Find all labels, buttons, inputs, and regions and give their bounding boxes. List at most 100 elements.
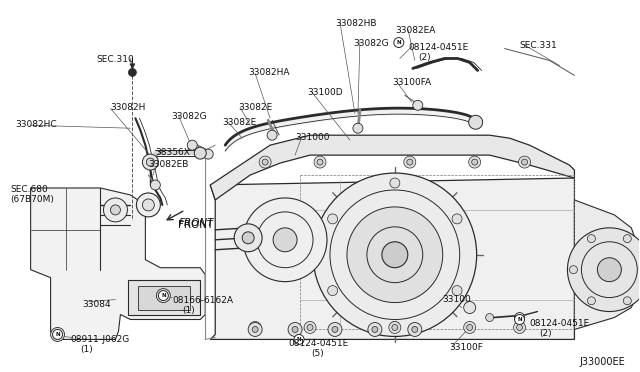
Circle shape [623,235,631,243]
Text: 08124-0451E: 08124-0451E [288,339,348,349]
Circle shape [518,156,531,168]
Text: (5): (5) [312,349,324,358]
Circle shape [273,228,297,252]
Circle shape [267,130,277,140]
Circle shape [292,327,298,333]
Text: 08166-6162A: 08166-6162A [172,296,234,305]
Polygon shape [575,200,637,330]
Circle shape [204,149,213,159]
Circle shape [412,327,418,333]
Text: 33100D: 33100D [307,89,342,97]
Circle shape [515,314,525,324]
Circle shape [588,297,595,305]
Circle shape [472,159,477,165]
Circle shape [243,198,327,282]
Text: 33082HB: 33082HB [335,19,376,28]
Circle shape [623,297,631,305]
Text: 08124-0451E: 08124-0451E [529,320,590,328]
Circle shape [522,159,527,165]
Text: 33100FA: 33100FA [392,78,431,87]
Text: SEC.310: SEC.310 [97,55,134,64]
Circle shape [317,159,323,165]
Circle shape [150,180,161,190]
Circle shape [390,321,400,331]
Circle shape [464,302,476,314]
Polygon shape [31,188,205,339]
Text: 08124-0451E: 08124-0451E [409,42,469,52]
Circle shape [394,38,404,48]
Circle shape [328,214,338,224]
Circle shape [452,214,462,224]
Text: N: N [517,317,522,322]
Circle shape [389,321,401,333]
Circle shape [129,68,136,76]
Circle shape [252,327,258,333]
Circle shape [248,323,262,336]
Circle shape [195,147,206,159]
Circle shape [142,154,158,170]
Circle shape [294,334,304,344]
Circle shape [104,198,127,222]
Circle shape [468,156,481,168]
Circle shape [413,100,423,110]
Circle shape [372,327,378,333]
Text: 33082G: 33082G [353,39,388,48]
Circle shape [262,159,268,165]
Circle shape [188,140,197,150]
Circle shape [54,331,61,337]
Polygon shape [210,135,575,200]
Circle shape [156,289,170,302]
Text: 33084: 33084 [83,299,111,309]
Circle shape [588,235,595,243]
Text: 33082EB: 33082EB [148,160,189,169]
Circle shape [513,321,525,333]
Text: SEC.680: SEC.680 [11,185,49,194]
Circle shape [52,330,63,339]
Text: (2): (2) [540,330,552,339]
Circle shape [242,232,254,244]
Circle shape [404,156,416,168]
Circle shape [142,199,154,211]
Circle shape [464,321,476,333]
Circle shape [259,156,271,168]
Text: (1): (1) [182,305,195,315]
Text: 33100: 33100 [443,295,472,304]
Text: 33082E: 33082E [222,118,257,127]
Text: (2): (2) [418,52,431,61]
Circle shape [51,327,65,341]
Text: 33082H: 33082H [111,103,146,112]
Circle shape [161,293,166,299]
Circle shape [234,224,262,252]
Circle shape [313,173,477,336]
Circle shape [111,205,120,215]
Circle shape [515,312,525,323]
Circle shape [468,115,483,129]
Circle shape [467,324,473,330]
Text: N: N [297,337,301,342]
Polygon shape [210,178,575,339]
Circle shape [332,327,338,333]
Circle shape [314,156,326,168]
Text: J33000EE: J33000EE [579,357,625,368]
Text: N: N [161,293,166,298]
Text: (1): (1) [81,346,93,355]
Circle shape [347,207,443,302]
Polygon shape [129,280,200,314]
Circle shape [390,178,400,188]
Text: 38356X: 38356X [156,148,190,157]
Circle shape [382,242,408,268]
Circle shape [597,258,621,282]
Circle shape [136,193,161,217]
Text: 08911-J062G: 08911-J062G [70,336,130,344]
Circle shape [568,228,640,311]
Polygon shape [138,286,190,310]
Circle shape [570,266,577,274]
Circle shape [368,323,382,336]
Text: FRONT: FRONT [179,218,214,228]
Circle shape [486,314,493,321]
Circle shape [328,323,342,336]
Circle shape [307,324,313,330]
Circle shape [249,321,261,333]
Text: N: N [397,40,401,45]
Text: SEC.331: SEC.331 [520,41,557,49]
